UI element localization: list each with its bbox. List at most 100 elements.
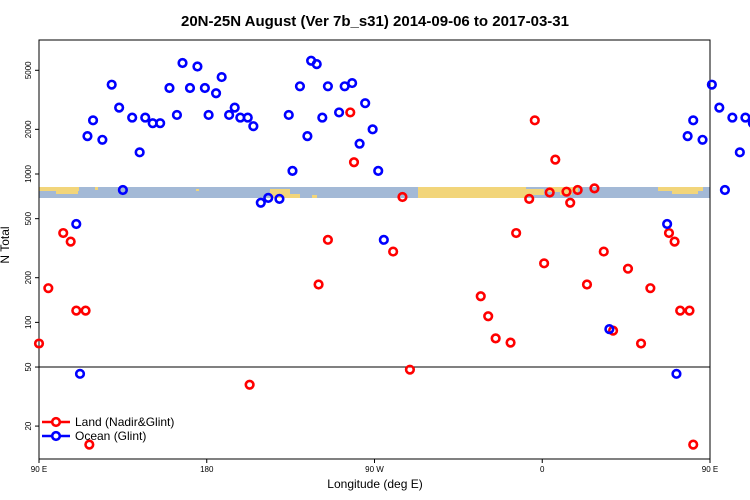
data-point	[675, 305, 686, 316]
data-point	[106, 79, 117, 90]
data-point	[347, 77, 358, 89]
data-point	[684, 305, 695, 316]
data-point	[706, 79, 717, 90]
land-shape	[672, 191, 698, 194]
data-point	[511, 227, 522, 239]
data-point	[87, 115, 99, 126]
data-point	[682, 131, 693, 142]
data-point	[397, 191, 408, 203]
world-map-band	[39, 187, 710, 198]
data-point	[345, 107, 356, 118]
data-point	[378, 234, 389, 245]
data-point	[714, 102, 725, 113]
land-shape	[196, 189, 199, 191]
data-point	[177, 57, 188, 69]
data-point	[97, 134, 108, 145]
data-point	[747, 118, 750, 128]
data-point	[663, 227, 675, 239]
chart-title: 20N-25N August (Ver 7b_s31) 2014-09-06 t…	[181, 13, 569, 30]
data-point	[604, 324, 615, 335]
data-point	[287, 165, 298, 176]
data-point	[210, 88, 222, 99]
ocean-band	[39, 187, 710, 198]
x-tick-label: 180	[200, 465, 214, 474]
data-point	[322, 81, 334, 92]
data-point	[719, 184, 731, 196]
data-point	[727, 112, 738, 123]
data-point	[645, 283, 656, 294]
data-point	[313, 279, 324, 290]
data-point	[184, 82, 196, 94]
data-point	[360, 98, 371, 109]
data-point	[354, 138, 365, 149]
y-tick-label: 500	[24, 211, 33, 225]
data-point	[74, 368, 86, 379]
data-point	[635, 338, 647, 349]
data-point	[71, 218, 82, 230]
data-point	[671, 368, 682, 379]
x-tick-label: 90 E	[31, 465, 47, 474]
data-point	[734, 147, 745, 158]
series-ocean-glint-	[71, 55, 750, 379]
data-point	[572, 184, 583, 196]
data-point	[192, 61, 203, 72]
data-point	[242, 112, 253, 123]
land-shape	[658, 187, 703, 191]
data-point	[294, 81, 306, 92]
data-point	[65, 236, 76, 247]
x-tick-label: 90 E	[702, 465, 718, 474]
axes: 90 E 180 90 W 0 90 E 20 50 100 200 500 1000 2000 500…	[24, 39, 718, 474]
data-point	[58, 227, 69, 239]
data-point	[524, 193, 535, 204]
data-point	[140, 112, 151, 123]
data-point	[348, 157, 360, 168]
land-shape	[270, 189, 290, 198]
data-point	[483, 311, 494, 322]
data-point	[622, 263, 634, 274]
data-point	[688, 439, 699, 450]
data-point	[255, 197, 266, 208]
y-tick-label: 2000	[24, 120, 33, 138]
data-point	[561, 186, 572, 197]
data-point	[155, 118, 166, 129]
data-point	[248, 121, 259, 132]
land-shape	[56, 191, 78, 194]
legend-label: Ocean (Glint)	[75, 429, 146, 443]
data-point	[127, 112, 138, 123]
data-point	[311, 59, 322, 70]
data-point	[740, 112, 750, 123]
data-point	[544, 187, 555, 198]
data-point	[598, 246, 609, 257]
x-tick-label: 0	[540, 465, 545, 474]
data-point	[43, 283, 54, 294]
land-shape	[526, 189, 544, 195]
y-tick-label: 5000	[24, 61, 33, 79]
data-point	[581, 279, 593, 290]
land-shape	[418, 187, 526, 198]
data-point	[388, 246, 399, 257]
y-tick-label: 1000	[24, 165, 33, 183]
data-point	[171, 109, 183, 121]
data-point	[505, 337, 516, 348]
data-point	[688, 115, 699, 126]
data-point	[490, 333, 501, 344]
data-point	[589, 183, 600, 194]
data-point	[274, 193, 285, 204]
legend-marker	[50, 416, 62, 428]
legend-marker	[50, 430, 62, 442]
data-point	[229, 102, 240, 113]
legend-label: Land (Nadir&Glint)	[75, 415, 174, 429]
x-tick-label: 90 W	[365, 465, 384, 474]
data-point	[475, 291, 486, 302]
data-point	[33, 338, 45, 349]
x-axis-label: Longitude (deg E)	[327, 477, 422, 491]
data-point	[697, 134, 708, 145]
data-point	[565, 197, 576, 208]
land-shape	[312, 195, 317, 198]
land-shape	[39, 187, 79, 191]
data-point	[203, 109, 214, 121]
data-point	[529, 115, 540, 126]
y-axis-label: N Total	[0, 226, 12, 263]
data-point	[322, 234, 334, 245]
data-point	[669, 236, 680, 247]
